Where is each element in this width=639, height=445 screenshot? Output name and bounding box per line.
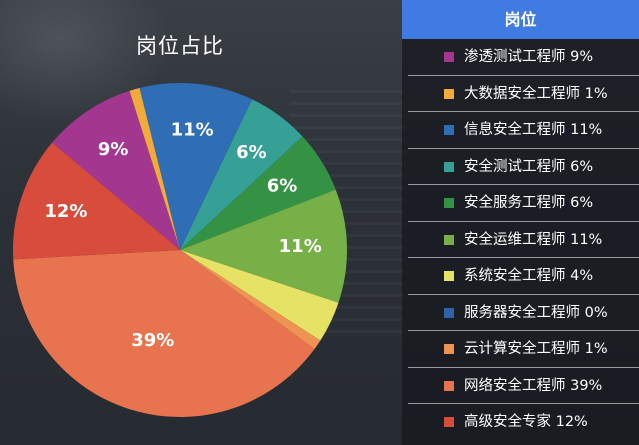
pie-slice-label: 9% <box>98 139 129 160</box>
legend-item: 系统安全工程师 4% <box>408 258 639 295</box>
pie-slice <box>139 83 253 250</box>
pie-slice-label: 11% <box>279 236 322 257</box>
pie-slice <box>180 99 303 250</box>
pie-slice <box>180 136 336 250</box>
legend-item: 安全服务工程师 6% <box>408 185 639 222</box>
legend-label: 大数据安全工程师 1% <box>464 85 608 102</box>
legend-label: 安全测试工程师 6% <box>464 158 594 175</box>
pie-slice <box>180 250 321 350</box>
legend-label: 安全服务工程师 6% <box>464 195 594 211</box>
legend-label: 渗透测试工程师 9% <box>464 49 594 65</box>
legend-item: 信息安全工程师 11% <box>408 112 639 149</box>
legend-item: 网络安全工程师 39% <box>408 368 639 404</box>
pie-slice <box>180 189 348 303</box>
legend-item: 渗透测试工程师 9% <box>408 39 639 76</box>
pie-slice <box>129 87 180 250</box>
legend-swatch <box>444 125 454 135</box>
legend-swatch <box>444 161 454 172</box>
legend-item: 高级安全专家 12% <box>408 404 639 441</box>
legend-swatch <box>444 307 454 318</box>
pie-slice <box>52 90 180 250</box>
legend-item: 服务器安全工程师 0% <box>408 295 639 331</box>
legend-swatch <box>444 88 454 99</box>
chart-title: 岗位占比 <box>136 34 224 58</box>
legend-swatch <box>444 417 454 427</box>
legend-label: 服务器安全工程师 0% <box>464 304 608 321</box>
pie-slice-label: 39% <box>131 330 174 351</box>
legend-label: 高级安全专家 12% <box>464 414 588 430</box>
legend-swatch <box>444 234 454 245</box>
legend-item: 云计算安全工程师 1% <box>408 331 639 368</box>
pie-slice-label: 6% <box>267 175 298 196</box>
pie-slice-label: 6% <box>236 142 267 163</box>
legend-swatch <box>444 271 454 281</box>
legend-item: 安全运维工程师 11% <box>408 222 639 258</box>
pie-slice-label: 12% <box>44 201 87 222</box>
legend-swatch <box>444 380 454 391</box>
legend-list: 渗透测试工程师 9% 大数据安全工程师 1% 信息安全工程师 11% 安全测试工程师 … <box>402 39 639 441</box>
legend-panel: 岗位 渗透测试工程师 9% 大数据安全工程师 1% 信息安全工程师 11% 安全测试工… <box>402 0 639 445</box>
legend-swatch <box>444 198 454 208</box>
legend-item: 大数据安全工程师 1% <box>408 76 639 112</box>
pie-chart: 9% 11% 6%6% 11% 39% 12% <box>13 83 348 418</box>
legend-header: 岗位 <box>402 0 639 39</box>
pie-slice <box>13 142 180 260</box>
legend-label: 系统安全工程师 4% <box>464 268 594 284</box>
legend-swatch <box>444 344 454 354</box>
legend-swatch <box>444 52 454 62</box>
legend-label: 云计算安全工程师 1% <box>464 341 608 357</box>
pie-slice <box>13 250 315 418</box>
legend-label: 信息安全工程师 11% <box>464 122 603 138</box>
pie-slice-label: 11% <box>171 119 214 140</box>
legend-label: 安全运维工程师 11% <box>464 231 603 248</box>
legend-item: 安全测试工程师 6% <box>408 149 639 185</box>
legend-label: 网络安全工程师 39% <box>464 377 603 394</box>
pie-slice <box>180 250 339 341</box>
